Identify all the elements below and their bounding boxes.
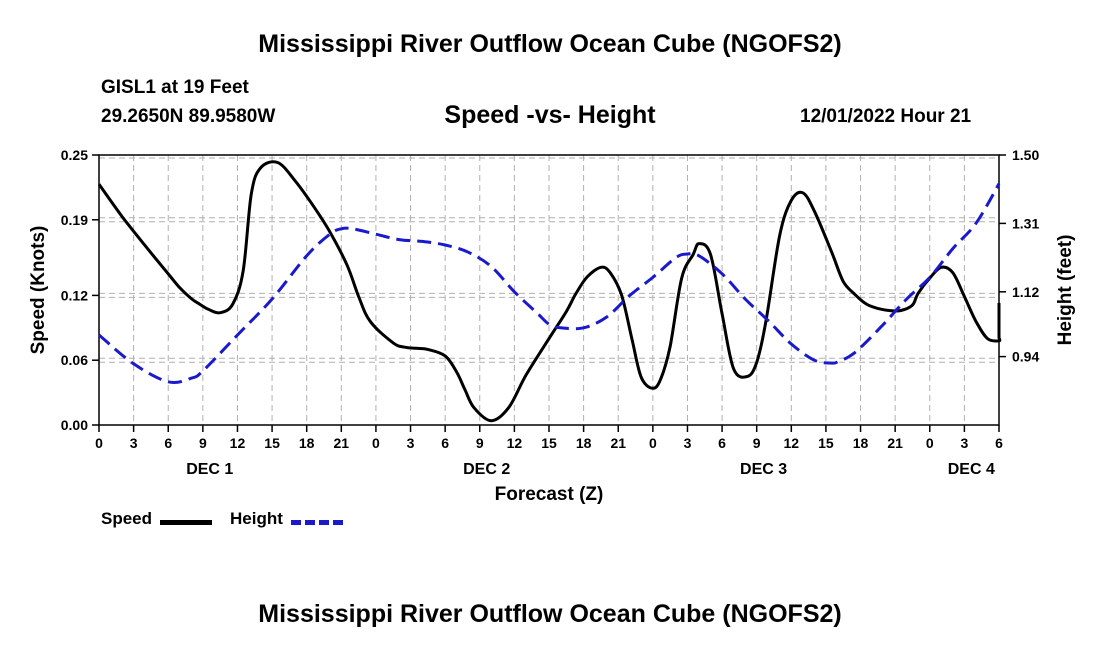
forecast-datetime: 12/01/2022 Hour 21 <box>800 106 972 127</box>
footer-title: Mississippi River Outflow Ocean Cube (NG… <box>258 600 842 628</box>
x-tick-label: 0 <box>95 435 103 451</box>
x-tick-label: 0 <box>372 435 380 451</box>
x-tick-label: 12 <box>507 435 523 451</box>
x-tick-label: 6 <box>995 435 1003 451</box>
x-tick-label: 9 <box>199 435 207 451</box>
y2-axis-title: Height (feet) <box>1055 235 1076 346</box>
x-tick-label: 21 <box>887 435 903 451</box>
x-tick-label: 12 <box>230 435 246 451</box>
x-tick-label: 3 <box>407 435 415 451</box>
y2-tick-label: 1.12 <box>1012 284 1039 300</box>
x-tick-label: 15 <box>264 435 280 451</box>
x-tick-label: 21 <box>610 435 626 451</box>
y-tick-label: 0.19 <box>61 212 88 228</box>
x-tick-label: 9 <box>476 435 484 451</box>
x-tick-label: 21 <box>334 435 350 451</box>
y2-tick-label: 1.31 <box>1012 215 1039 231</box>
x-tick-label: 15 <box>818 435 834 451</box>
height-series-line <box>98 183 1001 385</box>
x-tick-label: 15 <box>541 435 557 451</box>
x-tick-label: 12 <box>784 435 800 451</box>
legend-height-label: Height <box>230 509 283 528</box>
x-tick-label: 0 <box>926 435 934 451</box>
x-tick-label: 9 <box>753 435 761 451</box>
x-axis-title: Forecast (Z) <box>495 484 604 505</box>
day-label: DEC 2 <box>463 461 510 478</box>
y2-tick-label: 1.50 <box>1012 147 1039 163</box>
legend-speed-swatch <box>160 520 212 525</box>
x-tick-label: 18 <box>853 435 869 451</box>
y2-tick-label: 0.94 <box>1012 349 1039 365</box>
x-tick-label: 18 <box>576 435 592 451</box>
y-tick-label: 0.06 <box>61 352 88 368</box>
y-tick-label: 0.25 <box>61 147 88 163</box>
chart-subtitle: Speed -vs- Height <box>444 101 656 129</box>
x-tick-label: 6 <box>164 435 172 451</box>
x-tick-label: 3 <box>130 435 138 451</box>
day-label: DEC 1 <box>186 461 233 478</box>
y-tick-label: 0.00 <box>61 417 88 433</box>
x-tick-label: 3 <box>684 435 692 451</box>
station-label: GISL1 at 19 Feet <box>101 77 249 98</box>
y-axis-title: Speed (Knots) <box>28 226 49 355</box>
legend-speed-label: Speed <box>101 509 153 528</box>
day-label: DEC 4 <box>948 461 995 478</box>
x-tick-label: 0 <box>649 435 657 451</box>
plot-frame <box>98 154 1000 426</box>
chart-main-title: Mississippi River Outflow Ocean Cube (NG… <box>258 30 842 58</box>
day-label: DEC 3 <box>740 461 787 478</box>
station-coordinates: 29.2650N 89.9580W <box>101 106 276 127</box>
legend-height-swatch <box>291 520 343 525</box>
speed-series-line <box>97 160 1002 423</box>
y-tick-label: 0.12 <box>61 287 88 303</box>
x-tick-label: 6 <box>441 435 449 451</box>
x-tick-label: 6 <box>718 435 726 451</box>
x-tick-label: 3 <box>960 435 968 451</box>
x-tick-label: 18 <box>299 435 315 451</box>
